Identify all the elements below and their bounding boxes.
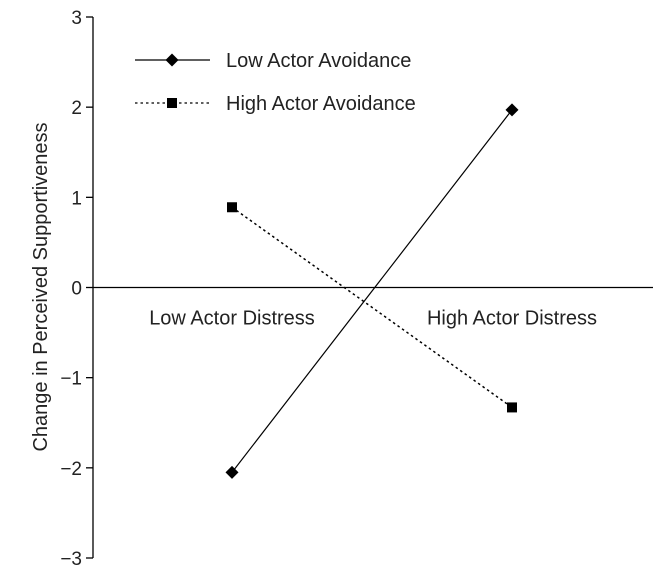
y-tick-label: −3 [60,549,82,569]
y-tick-label: −2 [60,459,82,480]
data-point-square [227,202,237,213]
x-category-label: High Actor Distress [427,308,597,330]
y-tick-label: 1 [71,188,82,209]
data-point-square [507,402,517,413]
legend-marker-square [167,98,177,108]
legend: Low Actor Avoidance High Actor Avoidance [135,50,416,115]
series-line [231,206,513,409]
legend-label: Low Actor Avoidance [226,50,411,72]
x-category-label: Low Actor Distress [149,308,315,330]
y-tick-label: 0 [71,279,82,300]
data-point-diamond [225,465,239,479]
legend-marker-diamond [165,53,179,67]
y-axis: 3 2 1 0 −1 −2 −3 [60,8,94,569]
y-tick-label: −1 [60,369,82,390]
series-1 [225,103,519,479]
legend-item: Low Actor Avoidance [135,50,411,72]
legend-item: High Actor Avoidance [135,93,416,115]
y-axis-title: Change in Perceived Supportiveness [30,122,52,451]
y-tick-label: 2 [71,98,82,119]
y-tick-label: 3 [71,8,82,29]
category-labels: Low Actor Distress High Actor Distress [149,308,597,330]
data-point-diamond [505,103,519,117]
series-2 [227,202,517,413]
series-layer [225,103,519,479]
legend-label: High Actor Avoidance [226,93,416,115]
series-line [231,109,513,473]
